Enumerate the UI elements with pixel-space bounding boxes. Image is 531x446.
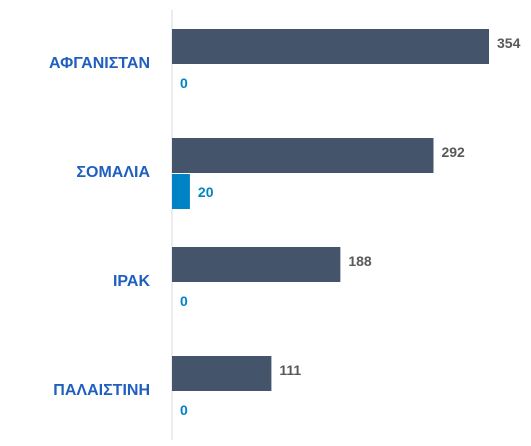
bar [172, 247, 341, 282]
value-label: 111 [279, 362, 301, 378]
bar [172, 29, 489, 64]
bar [172, 356, 272, 391]
category-label: ΠΑΛΑΙΣΤΙΝΗ [53, 382, 150, 399]
category-label: ΙΡΑΚ [113, 273, 150, 290]
value-label: 354 [497, 35, 521, 51]
category-label: ΑΦΓΑΝΙΣΤΑΝ [49, 55, 150, 72]
value-label: 0 [180, 402, 188, 418]
category-label: ΣΟΜΑΛΙΑ [76, 164, 150, 181]
value-label: 292 [441, 144, 465, 160]
value-label: 188 [348, 253, 372, 269]
value-label: 0 [180, 75, 188, 91]
bar [172, 174, 190, 209]
value-label: 0 [180, 293, 188, 309]
bar [172, 138, 434, 173]
value-label: 20 [198, 184, 214, 200]
